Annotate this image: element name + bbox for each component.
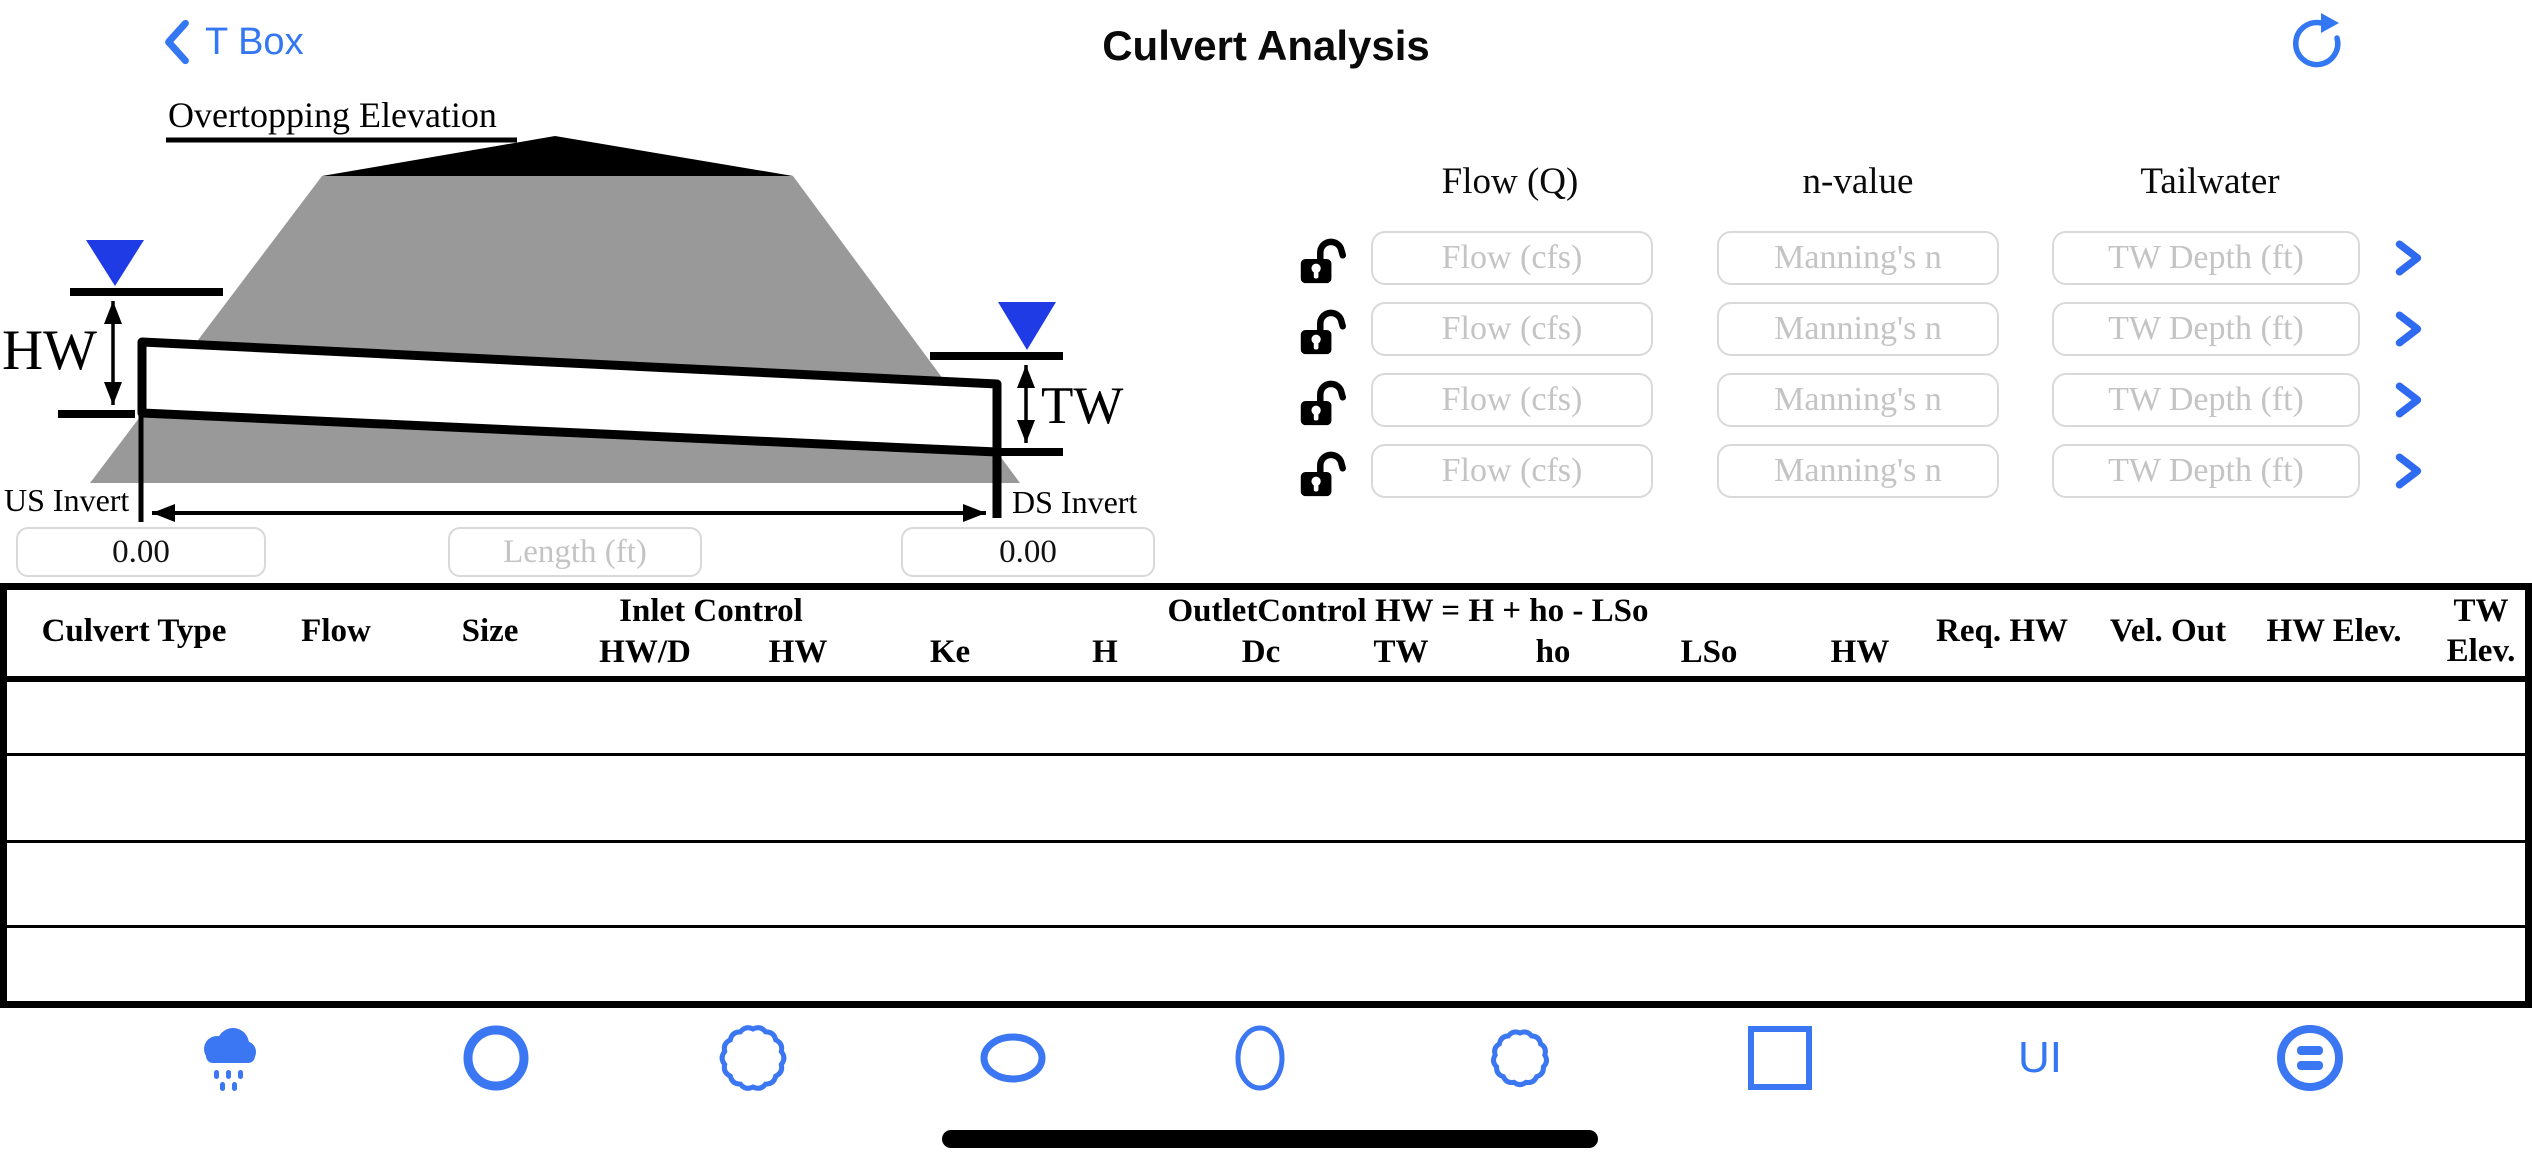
col-hw-d: HW/D <box>599 634 691 670</box>
results-table-header: Culvert Type Flow Size Inlet Control HW/… <box>7 590 2525 682</box>
circle-icon <box>463 1025 529 1091</box>
table-row <box>7 756 2525 843</box>
horizontal-ellipse-culvert-button[interactable] <box>973 1018 1053 1098</box>
results-table-body <box>7 682 2525 1001</box>
results-table: Culvert Type Flow Size Inlet Control HW/… <box>0 583 2532 1008</box>
flow-input-row <box>0 444 2532 498</box>
road-crown-shape <box>322 136 793 176</box>
us-invert-input[interactable] <box>16 527 266 577</box>
col-ke: Ke <box>929 634 971 670</box>
row-compute-chevron-button[interactable] <box>2386 452 2432 492</box>
n-value-column-header: n-value <box>1802 161 1914 202</box>
tw-depth-input[interactable] <box>2052 231 2360 285</box>
lock-toggle-button[interactable] <box>1296 304 1352 356</box>
circular-culvert-button[interactable] <box>456 1018 536 1098</box>
flow-column-header: Flow (Q) <box>1441 161 1579 202</box>
col-h: H <box>1092 634 1118 670</box>
table-row <box>7 843 2525 928</box>
chevron-right-icon <box>2395 453 2422 488</box>
unlocked-padlock-icon <box>1300 309 1347 355</box>
col-lso: LSo <box>1680 634 1738 670</box>
row-compute-chevron-button[interactable] <box>2386 381 2432 421</box>
ds-invert-input[interactable] <box>901 527 1155 577</box>
col-hw-elev: HW Elev. <box>2266 613 2402 649</box>
rain-cloud-icon <box>204 1028 256 1091</box>
corrugated-pipe-button[interactable] <box>713 1018 793 1098</box>
unlocked-padlock-icon <box>1300 238 1347 284</box>
home-indicator[interactable] <box>942 1130 1598 1148</box>
tw-depth-input[interactable] <box>2052 373 2360 427</box>
corrugated-arch-button[interactable] <box>1480 1018 1560 1098</box>
settings-menu-button[interactable] <box>2270 1018 2350 1098</box>
lock-toggle-button[interactable] <box>1296 233 1352 285</box>
chevron-left-icon <box>165 19 189 65</box>
chevron-right-icon <box>2395 240 2422 275</box>
mannings-n-input[interactable] <box>1717 373 1999 427</box>
flow-input-row <box>0 231 2532 285</box>
ui-button-label: UI <box>2018 1033 2062 1082</box>
unlocked-padlock-icon <box>1300 451 1347 497</box>
flow-input[interactable] <box>1371 302 1653 356</box>
page-title: Culvert Analysis <box>1102 22 1430 69</box>
circle-menu-icon <box>2277 1025 2343 1091</box>
flow-input-row <box>0 302 2532 356</box>
horizontal-ellipse-icon <box>980 1033 1046 1083</box>
flow-input[interactable] <box>1371 373 1653 427</box>
col-tw-elev: TW Elev. <box>2446 593 2516 670</box>
col-outlet-hw: HW <box>1830 634 1890 670</box>
group-inlet-control: Inlet Control <box>619 593 803 629</box>
row-compute-chevron-button[interactable] <box>2386 310 2432 350</box>
col-culvert-type: Culvert Type <box>41 613 227 649</box>
flow-input[interactable] <box>1371 231 1653 285</box>
tailwater-column-header: Tailwater <box>2140 161 2280 202</box>
back-button-label: T Box <box>205 20 304 63</box>
refresh-button[interactable] <box>2286 12 2350 76</box>
vertical-ellipse-icon <box>1235 1025 1285 1091</box>
unlocked-padlock-icon <box>1300 380 1347 426</box>
culvert-length-input[interactable] <box>448 527 702 577</box>
col-flow: Flow <box>301 613 371 649</box>
col-vel-out: Vel. Out <box>2109 613 2227 649</box>
rainfall-tool-button[interactable] <box>190 1018 270 1098</box>
col-size: Size <box>461 613 519 649</box>
box-culvert-button[interactable] <box>1740 1018 1820 1098</box>
col-ho: ho <box>1535 634 1571 670</box>
col-inlet-hw: HW <box>768 634 828 670</box>
ui-button[interactable]: UI <box>2000 1018 2080 1098</box>
vertical-ellipse-culvert-button[interactable] <box>1220 1018 1300 1098</box>
flow-input-row <box>0 373 2532 427</box>
corrugated-circle-icon <box>719 1025 787 1091</box>
col-dc: Dc <box>1241 634 1281 670</box>
col-req-hw: Req. HW <box>1936 613 2068 649</box>
flow-input[interactable] <box>1371 444 1653 498</box>
back-button[interactable]: T Box <box>163 18 304 66</box>
mannings-n-input[interactable] <box>1717 231 1999 285</box>
row-compute-chevron-button[interactable] <box>2386 239 2432 279</box>
tw-depth-input[interactable] <box>2052 302 2360 356</box>
overtopping-elevation-label: Overtopping Elevation <box>168 95 497 135</box>
corrugated-circle-small-icon <box>1491 1029 1549 1088</box>
square-icon <box>1748 1026 1812 1090</box>
chevron-right-icon <box>2395 382 2422 417</box>
tw-depth-input[interactable] <box>2052 444 2360 498</box>
lock-toggle-button[interactable] <box>1296 375 1352 427</box>
mannings-n-input[interactable] <box>1717 444 1999 498</box>
chevron-right-icon <box>2395 311 2422 346</box>
mannings-n-input[interactable] <box>1717 302 1999 356</box>
table-row <box>7 928 2525 1001</box>
group-outlet-control: OutletControl HW = H + ho - LSo <box>1167 593 1649 629</box>
col-tw: TW <box>1373 634 1429 670</box>
lock-toggle-button[interactable] <box>1296 446 1352 498</box>
refresh-icon <box>2293 13 2341 68</box>
table-row <box>7 682 2525 756</box>
